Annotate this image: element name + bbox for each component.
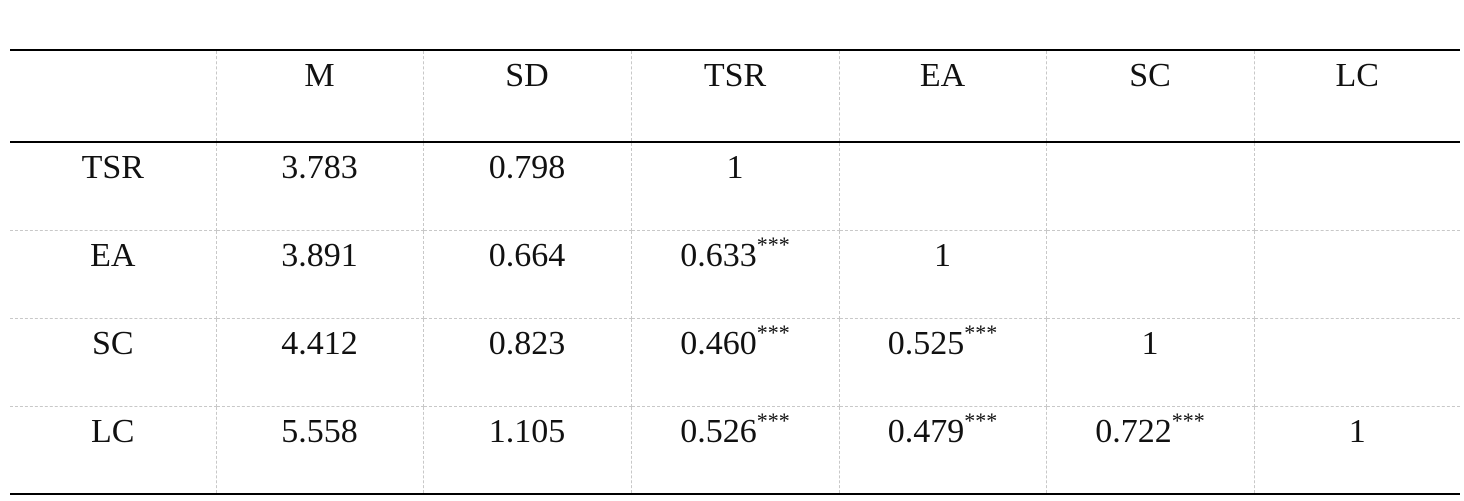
cell: 0.479*** bbox=[838, 406, 1047, 495]
cell bbox=[838, 142, 1047, 231]
cell-value: 3.891 bbox=[281, 236, 358, 274]
significance-mark: *** bbox=[1171, 407, 1205, 433]
cell bbox=[1253, 318, 1460, 407]
cell-value: 1 bbox=[1141, 324, 1159, 362]
header-row: M SD TSR EA SC LC bbox=[10, 49, 1460, 143]
row-label: SC bbox=[10, 318, 217, 407]
cell bbox=[1253, 230, 1460, 319]
row: EA 3.891 0.664 0.633*** 1 bbox=[10, 230, 1460, 319]
cell-value: 0.479 bbox=[887, 412, 965, 450]
cell-value: 1 bbox=[934, 236, 951, 274]
significance-mark: *** bbox=[964, 319, 998, 345]
row: LC 5.558 1.105 0.526*** 0.479*** 0.722*** 1 bbox=[10, 406, 1460, 495]
corner-cell bbox=[10, 49, 217, 143]
header-cell: LC bbox=[1253, 49, 1460, 143]
significance-mark: *** bbox=[964, 407, 998, 433]
cell-value: 0.525 bbox=[887, 324, 965, 362]
header-cell: TSR bbox=[630, 49, 840, 143]
correlation-table: M SD TSR EA SC LC TSR 3.783 0.798 1 EA 3.891 0.664 0.… bbox=[10, 49, 1460, 495]
cell-value: 1.105 bbox=[488, 412, 566, 450]
cell-value: 0.722 bbox=[1095, 412, 1172, 450]
cell bbox=[1045, 230, 1255, 319]
row-label: TSR bbox=[10, 142, 217, 231]
significance-mark: *** bbox=[756, 407, 790, 433]
cell: 0.460*** bbox=[630, 318, 840, 407]
row-label: EA bbox=[10, 230, 217, 319]
cell: 0.823 bbox=[422, 318, 632, 407]
cell: 1 bbox=[630, 142, 840, 231]
table-body: M SD TSR EA SC LC TSR 3.783 0.798 1 EA 3.891 0.664 0.… bbox=[10, 49, 1460, 495]
row-label: LC bbox=[10, 406, 217, 495]
cell: 4.412 bbox=[215, 318, 424, 407]
cell: 0.525*** bbox=[838, 318, 1047, 407]
cell: 0.798 bbox=[422, 142, 632, 231]
cell-value: 0.633 bbox=[680, 236, 757, 274]
cell: 0.633*** bbox=[630, 230, 840, 319]
cell-value: 0.823 bbox=[488, 324, 566, 362]
cell: 3.783 bbox=[215, 142, 424, 231]
row: SC 4.412 0.823 0.460*** 0.525*** 1 bbox=[10, 318, 1460, 407]
cell-value: 1 bbox=[726, 149, 744, 186]
cell-value: 5.558 bbox=[281, 412, 358, 450]
cell-value: 0.460 bbox=[680, 324, 757, 362]
cell-value: 1 bbox=[1348, 412, 1366, 450]
header-cell: SC bbox=[1045, 49, 1255, 143]
cell: 1 bbox=[1045, 318, 1255, 407]
cell-value: 0.526 bbox=[680, 412, 757, 450]
cell: 0.526*** bbox=[630, 406, 840, 495]
significance-mark: *** bbox=[756, 319, 790, 345]
cell: 0.664 bbox=[422, 230, 632, 319]
cell: 0.722*** bbox=[1045, 406, 1255, 495]
cell: 1.105 bbox=[422, 406, 632, 495]
header-cell: SD bbox=[422, 49, 632, 143]
header-cell: M bbox=[215, 49, 424, 143]
cell-value: 3.783 bbox=[281, 149, 358, 186]
cell bbox=[1045, 142, 1255, 231]
cell bbox=[1253, 142, 1460, 231]
cell: 1 bbox=[838, 230, 1047, 319]
cell: 3.891 bbox=[215, 230, 424, 319]
row: TSR 3.783 0.798 1 bbox=[10, 142, 1460, 231]
header-cell: EA bbox=[838, 49, 1047, 143]
cell-value: 4.412 bbox=[281, 324, 358, 362]
cell-value: 0.798 bbox=[488, 149, 566, 186]
cell: 1 bbox=[1253, 406, 1460, 495]
significance-mark: *** bbox=[756, 231, 790, 257]
cell: 5.558 bbox=[215, 406, 424, 495]
cell-value: 0.664 bbox=[488, 236, 566, 274]
